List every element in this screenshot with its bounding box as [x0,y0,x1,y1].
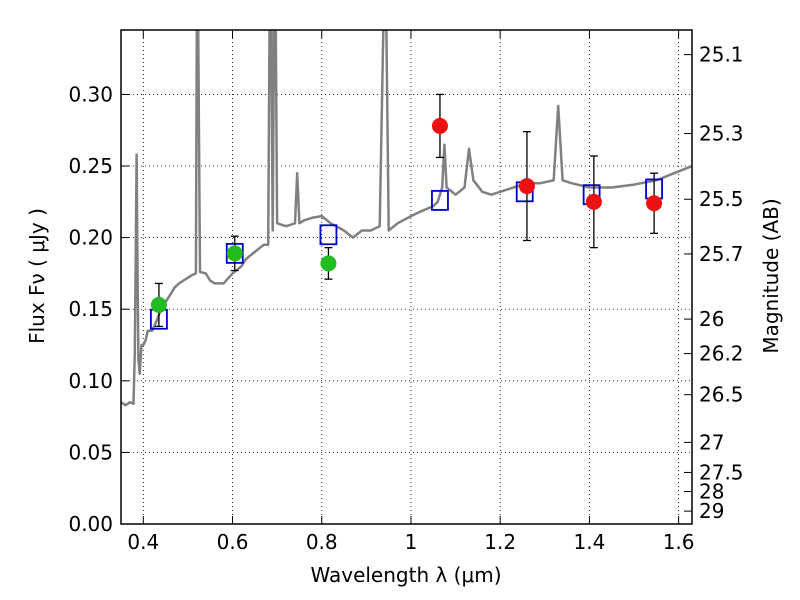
right-tick-label: 25.3 [699,122,744,146]
photometry-point [518,178,535,195]
model-box-marker [431,189,449,211]
plot-frame [120,29,693,525]
y-tick-label: 0.25 [68,154,113,178]
right-tick-label: 27 [699,430,724,454]
right-tick-label: 25.1 [699,43,744,67]
x-tick-label: 1 [405,530,418,554]
model-box-marker [319,224,338,246]
y-tick-label: 0.15 [68,297,113,321]
right-tick-label: 25.7 [699,242,744,266]
y-tick-label: 0.00 [68,512,113,536]
right-tick-label: 26.5 [699,383,744,407]
y-tick-label: 0.30 [68,82,113,106]
photometry-point [646,195,663,212]
photometry-point [150,296,167,313]
x-tick-label: 1.6 [663,530,695,554]
right-axis-label: Magnitude (AB) [759,198,783,353]
model-spectrum-line [121,30,692,407]
photometry-point [431,117,448,134]
tick-labels: 0.4 0.6 0.8 1 1.2 1.4 1.6 0.00 0.05 0.10 0.15 0.20 0… [68,43,743,554]
x-tick-label: 0.4 [127,530,159,554]
y-tick-label: 0.05 [68,440,113,464]
right-tick-label: 27.5 [699,460,744,484]
photometry-point [585,193,602,210]
x-tick-label: 0.8 [306,530,338,554]
x-tick-label: 1.4 [573,530,605,554]
x-tick-label: 1.2 [484,530,516,554]
photometry-point [226,245,243,262]
right-tick-label: 28 [699,479,724,503]
y-tick-label: 0.10 [68,369,113,393]
right-tick-label: 26 [699,307,724,331]
photometry-point [320,255,337,272]
y-axis-label: Flux Fν ( μJy ) [25,208,49,344]
x-axis-label: Wavelength λ (μm) [310,563,501,587]
x-tick-label: 0.6 [217,530,249,554]
right-tick-label: 25.5 [699,187,744,211]
right-tick-label: 29 [699,499,724,523]
tick-marks [121,30,692,525]
plot-area [121,30,692,407]
right-tick-label: 26.2 [699,342,744,366]
y-tick-label: 0.20 [68,226,113,250]
